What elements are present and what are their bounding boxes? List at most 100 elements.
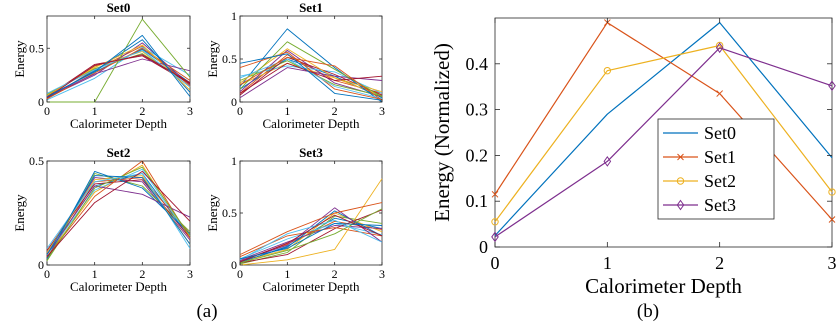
- y-tick-label: 1: [231, 9, 237, 23]
- chart-title: Set3: [299, 145, 323, 160]
- x-tick-label: 2: [332, 267, 338, 281]
- panel-normalized: 0 1 2 3 0 0.1 0.2 0.3 0.4 Calorimeter Depth Energy…: [430, 17, 837, 298]
- caption-a: (a): [196, 301, 217, 322]
- series-line: [494, 44, 833, 223]
- x-tick-label: 3: [379, 267, 385, 281]
- data-point-cross: [716, 90, 724, 97]
- caption-b: (b): [637, 301, 659, 322]
- x-tick-label: 1: [284, 267, 290, 281]
- y-tick-label: 0.5: [29, 41, 44, 55]
- y-axis-label: Energy: [12, 194, 27, 232]
- x-axis-label: Calorimeter Depth: [70, 116, 168, 131]
- series-line: [46, 58, 191, 98]
- x-tick-label: 3: [828, 253, 837, 273]
- y-tick-label: 0: [38, 95, 44, 109]
- chart-title: Set0: [107, 0, 131, 15]
- axes-box: [494, 17, 833, 248]
- data-point-cross: [491, 190, 499, 198]
- y-tick-label: 0: [479, 237, 488, 257]
- legend-marker-cross: [677, 153, 684, 161]
- x-tick-label: 2: [332, 104, 338, 118]
- x-tick-label: 2: [139, 104, 145, 118]
- data-point-diamond: [715, 42, 724, 54]
- series-line: [239, 51, 383, 100]
- y-tick-label: 0.5: [222, 52, 237, 66]
- panel-set0: 0 1 2 3 0 0.5 Calorimeter Depth Energy Set0: [12, 0, 193, 131]
- data-point-diamond: [603, 155, 612, 167]
- x-axis-label: Calorimeter Depth: [585, 274, 742, 298]
- panel-set2: 0 1 2 3 0 0.5 Calorimeter Depth Energy Set2: [12, 145, 193, 294]
- series-line: [239, 202, 383, 256]
- x-axis-label: Calorimeter Depth: [70, 279, 168, 294]
- legend: Set0 Set1 Set2 Set3: [657, 118, 775, 220]
- axes-box: [46, 15, 191, 103]
- x-tick-label: 1: [92, 104, 98, 118]
- y-tick-label: 0.1: [466, 191, 489, 211]
- y-tick-label: 0.3: [466, 100, 489, 120]
- series-line: [47, 18, 191, 103]
- x-tick-label: 0: [44, 104, 50, 118]
- chart-title: Set2: [107, 145, 131, 160]
- data-point-circle: [491, 218, 499, 226]
- series-line: [239, 53, 383, 101]
- x-tick-label: 2: [715, 253, 724, 273]
- y-tick-label: 1: [231, 154, 237, 168]
- data-point-cross: [828, 216, 836, 223]
- x-tick-label: 1: [92, 267, 98, 281]
- series-line: [46, 160, 191, 257]
- y-axis-label: Energy: [205, 40, 220, 78]
- y-tick-label: 0: [231, 258, 237, 272]
- series-line: [239, 58, 383, 100]
- x-tick-label: 0: [44, 267, 50, 281]
- x-tick-label: 0: [237, 104, 243, 118]
- series-line: [239, 208, 383, 264]
- y-tick-label: 0.5: [222, 206, 237, 220]
- x-tick-label: 1: [284, 104, 290, 118]
- x-tick-label: 3: [187, 267, 193, 281]
- data-point-circle: [828, 188, 836, 196]
- y-axis-label: Energy (Normalized): [430, 43, 454, 222]
- x-tick-label: 3: [379, 104, 385, 118]
- axes-box: [46, 160, 191, 266]
- series-line: [494, 22, 833, 237]
- series-line: [239, 215, 383, 265]
- legend-marker-diamond: [676, 199, 685, 211]
- series-line: [46, 34, 191, 97]
- y-tick-label: 0: [231, 95, 237, 109]
- y-tick-label: 0.2: [466, 145, 489, 165]
- legend-label: Set1: [704, 147, 736, 167]
- series-line: [494, 47, 833, 238]
- x-tick-label: 3: [187, 104, 193, 118]
- series-line: [46, 54, 191, 99]
- x-axis-label: Calorimeter Depth: [262, 116, 360, 131]
- series-line: [239, 178, 383, 266]
- data-point-diamond: [828, 80, 836, 92]
- chart-title: Set1: [299, 0, 323, 15]
- y-axis-label: Energy: [12, 40, 27, 78]
- series-line: [46, 175, 191, 255]
- x-tick-label: 0: [237, 267, 243, 281]
- y-axis-label: Energy: [205, 194, 220, 232]
- x-tick-label: 0: [491, 253, 500, 273]
- series-line: [239, 56, 383, 101]
- series-line: [46, 185, 191, 255]
- y-tick-label: 0.4: [466, 54, 489, 74]
- series-line: [46, 179, 191, 251]
- x-axis-label: Calorimeter Depth: [262, 279, 360, 294]
- series-line: [239, 62, 383, 94]
- y-tick-label: 0.5: [29, 154, 44, 168]
- y-tick-label: 0: [38, 258, 44, 272]
- series-line: [239, 214, 383, 263]
- series-line: [239, 219, 383, 261]
- series-line: [239, 209, 383, 264]
- series-line: [46, 46, 191, 101]
- legend-label: Set2: [704, 171, 736, 191]
- legend-label: Set3: [704, 195, 736, 215]
- legend-label: Set0: [704, 123, 736, 143]
- series-line: [239, 222, 383, 260]
- x-tick-label: 2: [139, 267, 145, 281]
- data-point-diamond: [491, 231, 499, 243]
